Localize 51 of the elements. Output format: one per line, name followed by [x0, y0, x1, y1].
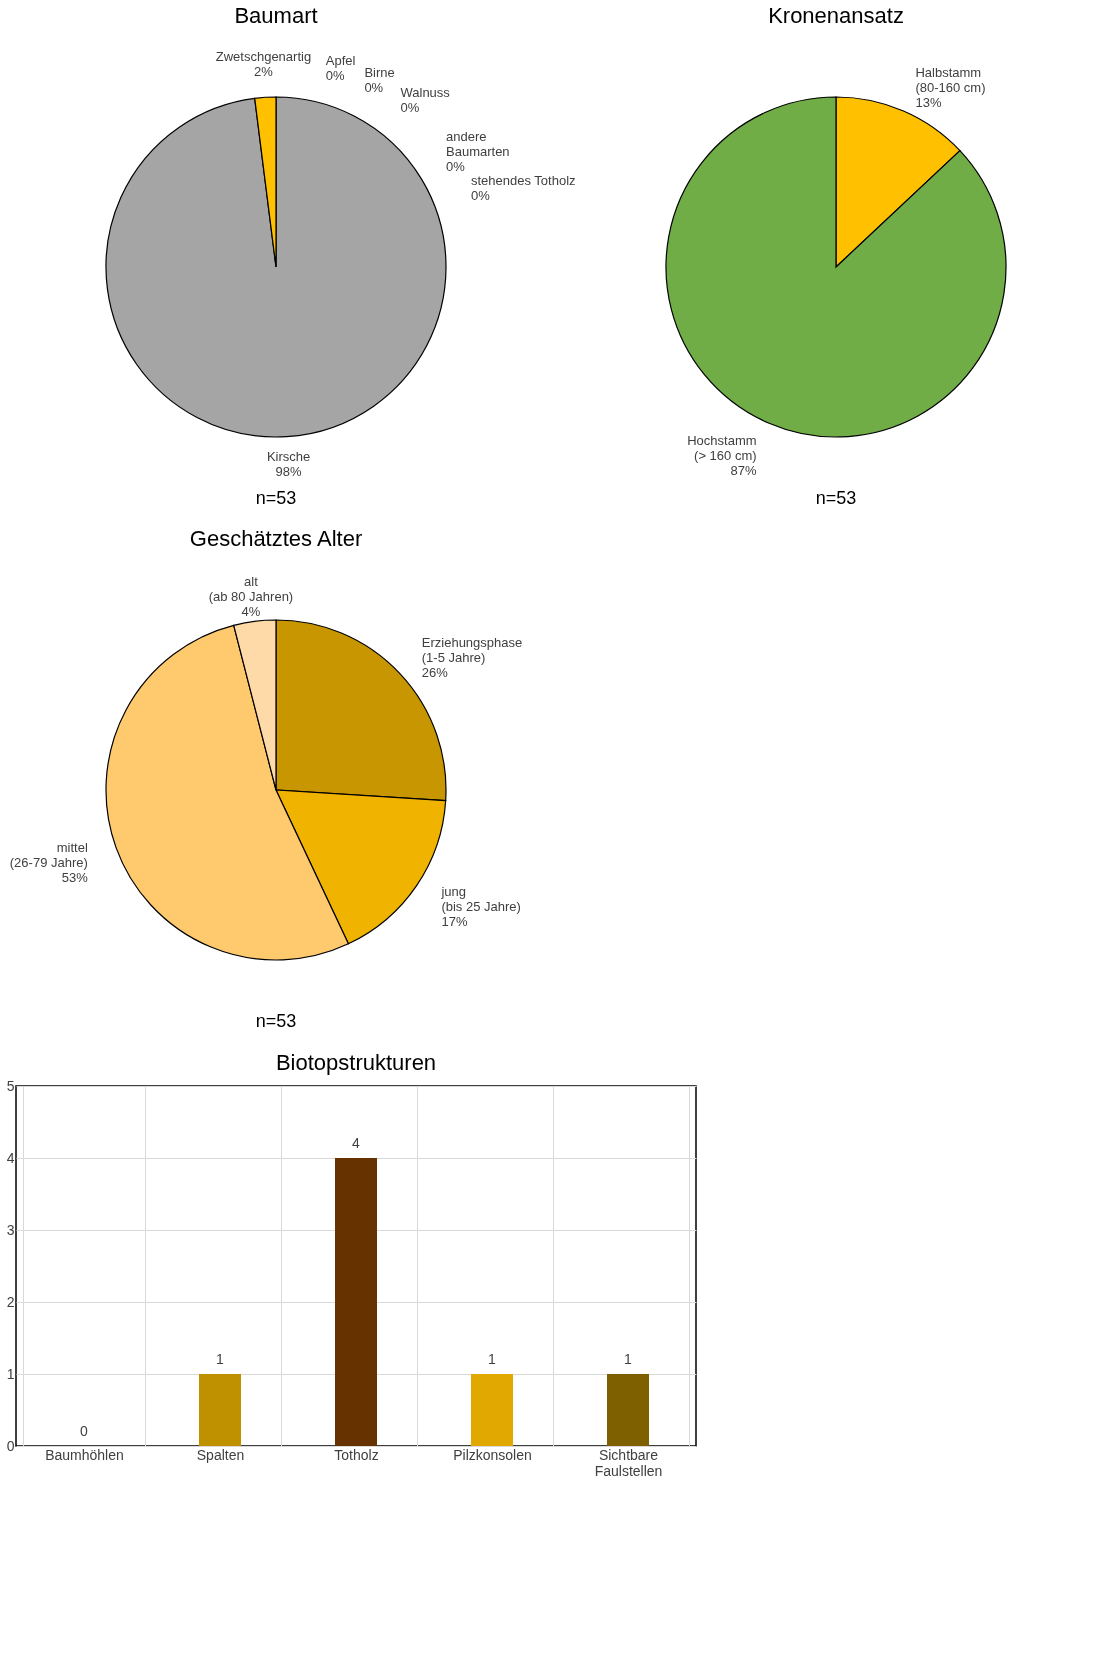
x-tick-label: Spalten	[196, 1446, 245, 1463]
y-tick-label: 4	[6, 1149, 15, 1166]
y-tick-label: 1	[6, 1365, 15, 1382]
y-tick-label: 0	[6, 1437, 15, 1454]
text: n=53	[255, 1011, 297, 1031]
category-label: Walnuss	[400, 85, 450, 100]
y-tick-label: 2	[6, 1293, 15, 1310]
slice-label: Erziehungsphase (1-5 Jahre)	[421, 635, 523, 666]
data-label: 26%	[421, 665, 449, 681]
text: 0%	[325, 68, 345, 83]
data-label: 1	[624, 1351, 633, 1367]
slice-label: Kirsche	[266, 448, 311, 464]
data-label: 13%	[915, 95, 942, 111]
data-label: 4%	[241, 603, 261, 619]
data-label: 1	[488, 1351, 497, 1367]
data-label: 17%	[441, 914, 468, 930]
data-label: 87%	[730, 462, 757, 478]
chart-title: Biotopstrukturen	[275, 1050, 437, 1075]
slice-label: alt (ab 80 Jahren)	[208, 573, 294, 604]
chart-title: Baumart	[234, 3, 318, 28]
text: 0%	[446, 159, 465, 174]
slice-label: Halbstamm (80-160 cm)	[915, 65, 986, 96]
data-label: 53%	[61, 869, 89, 885]
x-tick-label: Totholz	[334, 1446, 379, 1463]
x-tick-label: Sichtbare Faulstellen	[594, 1446, 663, 1479]
x-tick-label: Pilzkonsolen	[453, 1446, 532, 1463]
slice-label: Zwetschgenartig	[215, 49, 312, 65]
x-tick-label: Baumhöhlen	[45, 1446, 124, 1463]
text: n=53	[255, 488, 297, 508]
data-label: 1	[216, 1351, 225, 1367]
y-tick-label: 5	[6, 1077, 15, 1094]
pie-slice	[105, 96, 447, 438]
text: 0%	[471, 188, 490, 203]
y-tick-label: 3	[6, 1221, 15, 1238]
chart-title: Geschätztes Alter	[189, 526, 363, 551]
category-label: Apfel	[325, 53, 356, 68]
data-label: 4	[352, 1135, 361, 1151]
data-label: 2%	[254, 64, 274, 80]
category-label: stehendes Totholz	[471, 173, 576, 188]
text: 0%	[364, 80, 384, 95]
data-label: 0	[80, 1423, 89, 1439]
slice-label: Hochstamm (> 160 cm)	[687, 432, 757, 463]
slice-label: mittel (26-79 Jahre)	[9, 839, 88, 870]
pie-slice	[665, 96, 1007, 438]
text: n=53	[815, 488, 857, 508]
text: 0%	[400, 100, 420, 115]
slice-label: jung (bis 25 Jahre)	[440, 884, 521, 915]
chart-title: Kronenansatz	[768, 3, 904, 28]
category-label: andere Baumarten	[446, 129, 510, 159]
data-label: 98%	[275, 463, 302, 479]
category-label: Birne	[364, 65, 395, 80]
